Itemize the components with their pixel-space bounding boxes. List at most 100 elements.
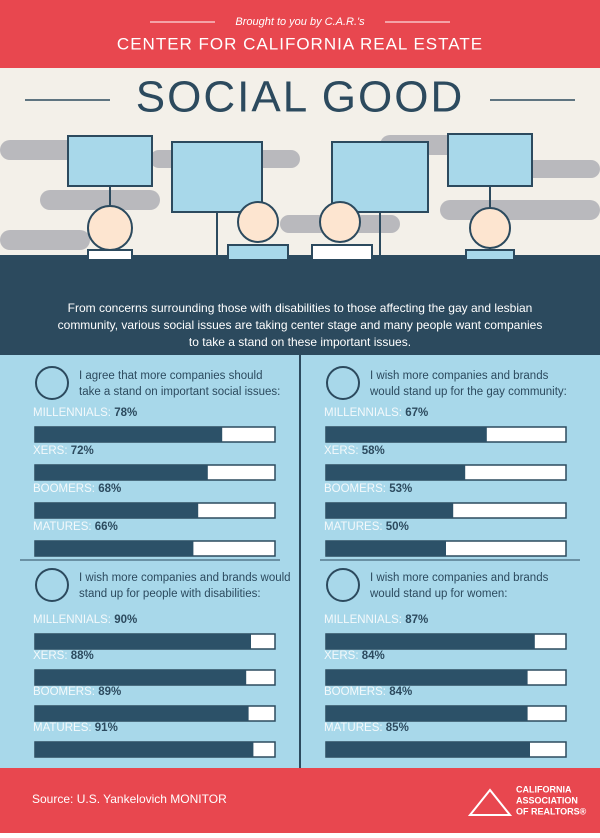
group-name: BOOMERS: xyxy=(324,686,386,698)
value-label: 87% xyxy=(405,614,428,626)
title: SOCIAL GOOD xyxy=(136,73,464,122)
value-label: 78% xyxy=(114,407,137,419)
group-name: BOOMERS: xyxy=(33,686,95,698)
row-label: MATURES: 50% xyxy=(324,521,409,533)
value-label: 84% xyxy=(389,686,412,698)
tagline: Brought to you by C.A.R.'s xyxy=(235,16,365,28)
row-label: XERS: 84% xyxy=(324,650,385,662)
group-name: MATURES: xyxy=(324,722,383,734)
panel: I wish more companies and brands would st… xyxy=(324,568,567,758)
bar xyxy=(35,541,194,556)
group-name: BOOMERS: xyxy=(324,483,386,495)
group-name: MILLENNIALS: xyxy=(33,407,111,419)
statement: take a stand on important social issues: xyxy=(79,386,280,398)
value-label: 85% xyxy=(386,722,409,734)
group-name: MATURES: xyxy=(33,521,92,533)
group-name: BOOMERS: xyxy=(33,483,95,495)
row-label: XERS: 72% xyxy=(33,445,94,457)
bar xyxy=(35,634,251,649)
group-name: XERS: xyxy=(33,445,68,457)
group-name: MILLENNIALS: xyxy=(33,614,111,626)
logo-line: CALIFORNIA xyxy=(516,784,572,794)
group-name: XERS: xyxy=(324,445,359,457)
footer-band xyxy=(0,768,600,833)
value-label: 91% xyxy=(95,722,118,734)
org-name: CENTER FOR CALIFORNIA REAL ESTATE xyxy=(117,34,483,53)
intro-line: From concerns surrounding those with dis… xyxy=(68,301,533,315)
row-label: MATURES: 85% xyxy=(324,722,409,734)
value-label: 58% xyxy=(362,445,385,457)
bar xyxy=(326,427,487,442)
bar xyxy=(35,670,247,685)
bar xyxy=(35,465,208,480)
bar xyxy=(326,503,454,518)
panel-icon xyxy=(326,568,360,602)
row-label: MATURES: 91% xyxy=(33,722,118,734)
row-label: MATURES: 66% xyxy=(33,521,118,533)
statement: I wish more companies and brands xyxy=(370,572,549,584)
header-band xyxy=(0,0,600,68)
intro-line: to take a stand on these important issue… xyxy=(189,335,411,349)
group-name: MATURES: xyxy=(324,521,383,533)
value-label: 90% xyxy=(114,614,137,626)
value-label: 88% xyxy=(71,650,94,662)
panel: I wish more companies and brands would st… xyxy=(33,568,291,758)
panel-icon xyxy=(326,366,360,400)
value-label: 84% xyxy=(362,650,385,662)
statement: would stand up for the gay community: xyxy=(369,386,567,398)
row-label: MILLENNIALS: 90% xyxy=(33,614,137,626)
bar xyxy=(326,742,530,757)
value-label: 68% xyxy=(98,483,121,495)
value-label: 89% xyxy=(98,686,121,698)
statement: I wish more companies and brands would xyxy=(79,572,291,584)
panel-icon xyxy=(35,366,69,400)
bar xyxy=(326,706,528,721)
intro-line: community, various social issues are tak… xyxy=(58,318,543,332)
bar xyxy=(326,670,528,685)
panel: I agree that more companies should take a… xyxy=(33,366,280,557)
row-label: BOOMERS: 89% xyxy=(33,686,121,698)
logo-line: OF REALTORS® xyxy=(516,806,587,816)
group-name: XERS: xyxy=(33,650,68,662)
bar xyxy=(326,634,535,649)
row-label: MILLENNIALS: 78% xyxy=(33,407,137,419)
value-label: 72% xyxy=(71,445,94,457)
logo-mark xyxy=(467,788,513,816)
row-label: BOOMERS: 53% xyxy=(324,483,412,495)
statement: stand up for people with disabilities: xyxy=(79,588,261,600)
bar xyxy=(35,742,254,757)
bar xyxy=(35,706,249,721)
statement: would stand up for women: xyxy=(369,588,507,600)
group-name: MATURES: xyxy=(33,722,92,734)
row-label: BOOMERS: 68% xyxy=(33,483,121,495)
row-label: XERS: 88% xyxy=(33,650,94,662)
bar xyxy=(326,465,466,480)
group-name: XERS: xyxy=(324,650,359,662)
value-label: 50% xyxy=(386,521,409,533)
statement: I wish more companies and brands xyxy=(370,370,549,382)
intro: From concerns surrounding those with dis… xyxy=(58,301,543,349)
row-label: XERS: 58% xyxy=(324,445,385,457)
row-label: MILLENNIALS: 67% xyxy=(324,407,428,419)
source: Source: U.S. Yankelovich MONITOR xyxy=(32,792,227,806)
value-label: 67% xyxy=(405,407,428,419)
value-label: 66% xyxy=(95,521,118,533)
logo-line: ASSOCIATION xyxy=(516,795,578,805)
panel: I wish more companies and brands would st… xyxy=(324,366,567,557)
row-label: BOOMERS: 84% xyxy=(324,686,412,698)
row-label: MILLENNIALS: 87% xyxy=(324,614,428,626)
panels: I agree that more companies should take a… xyxy=(33,366,567,758)
statement: I agree that more companies should xyxy=(79,370,262,382)
protesters xyxy=(67,133,533,261)
bar xyxy=(35,427,223,442)
group-name: MILLENNIALS: xyxy=(324,614,402,626)
value-label: 53% xyxy=(389,483,412,495)
bar xyxy=(35,503,199,518)
panel-icon xyxy=(35,568,69,602)
bar xyxy=(326,541,446,556)
group-name: MILLENNIALS: xyxy=(324,407,402,419)
intro-band xyxy=(0,255,600,355)
